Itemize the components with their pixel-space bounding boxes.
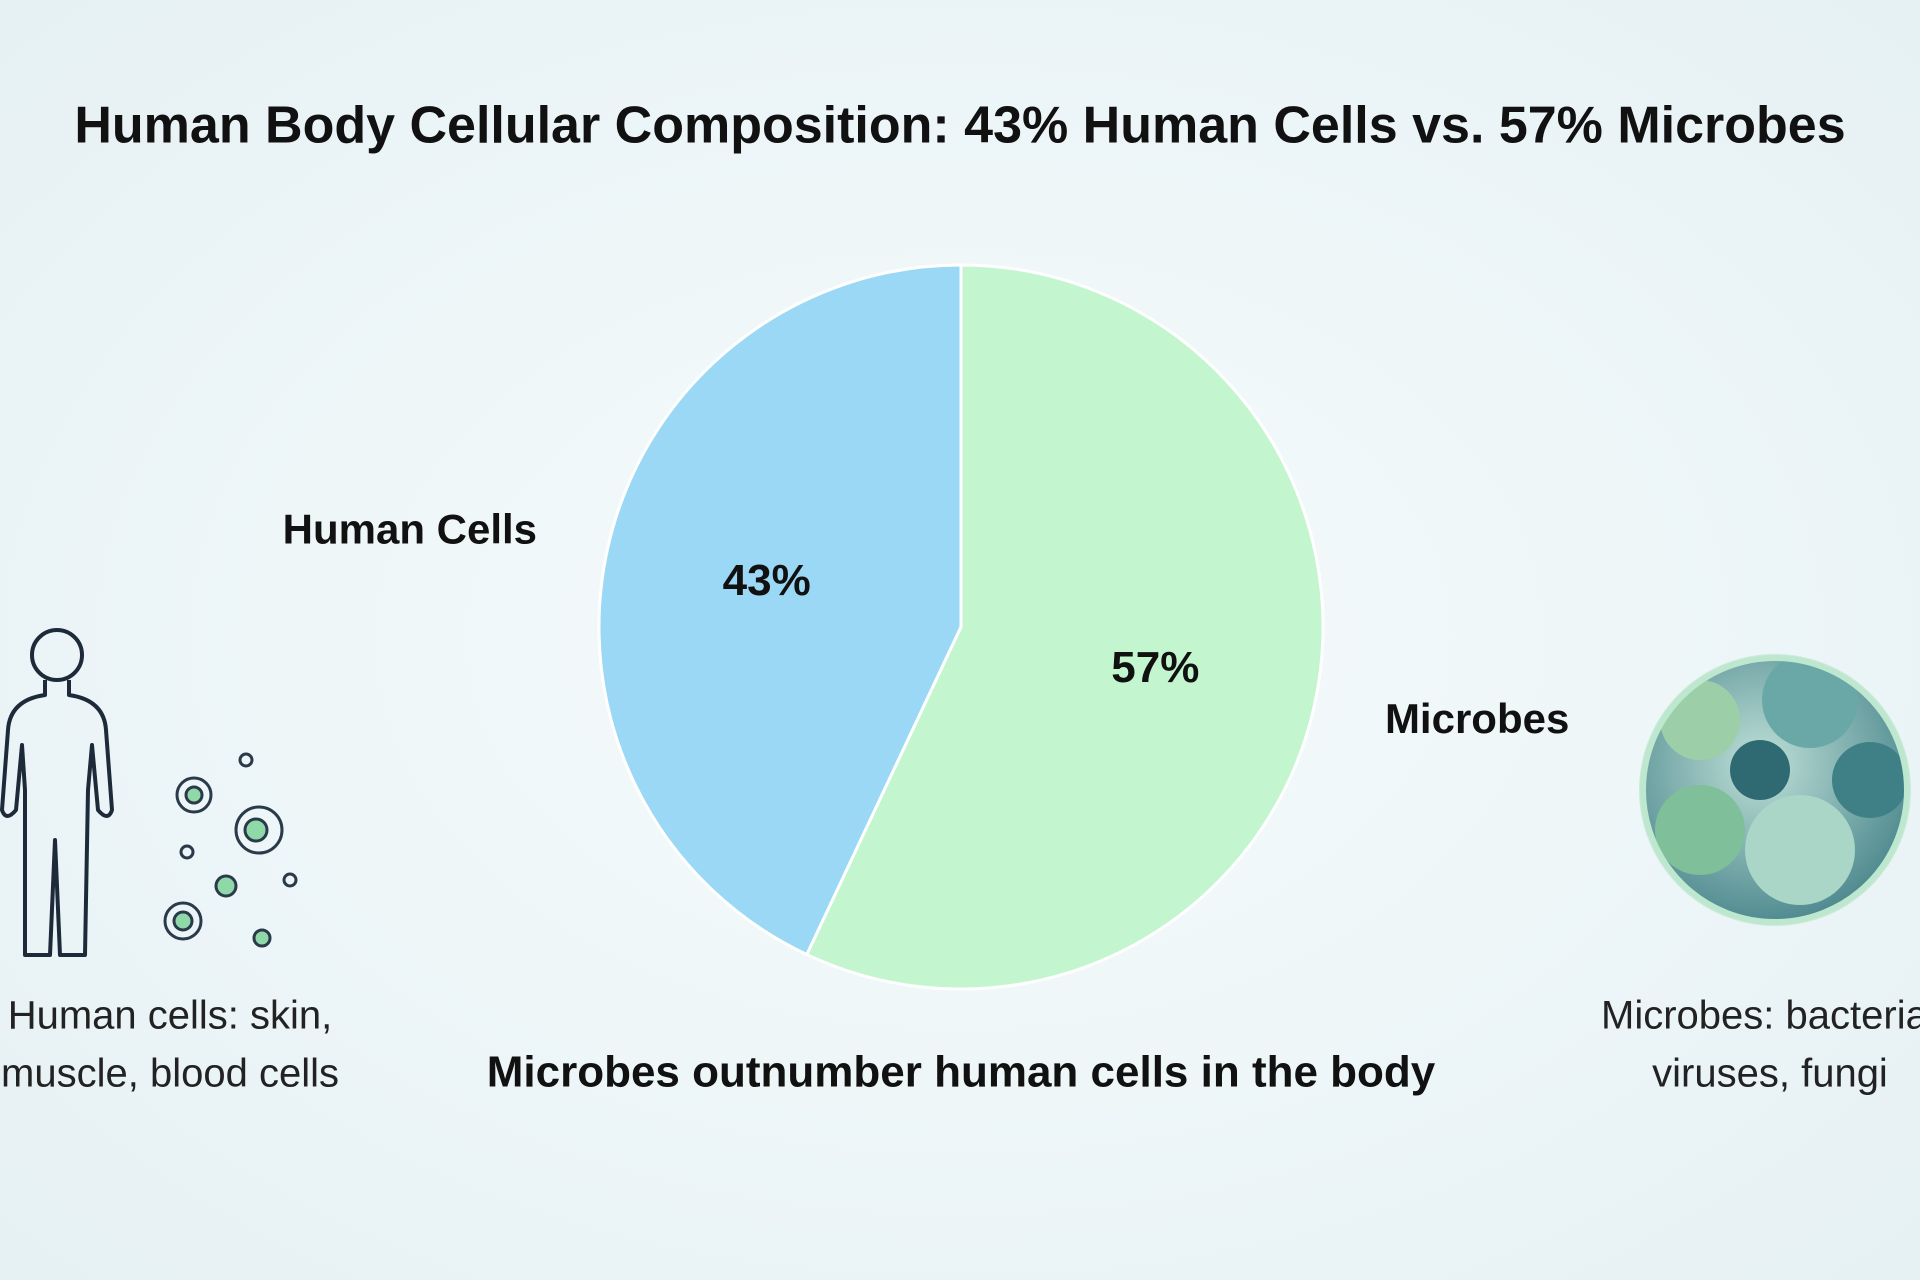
caption: Human cells: skin, <box>8 994 333 1038</box>
value-label: 43% <box>723 556 811 605</box>
annotation: Microbes outnumber human cells in the bo… <box>487 1048 1436 1097</box>
human-icon <box>0 628 298 957</box>
chart-title: Human Body Cellular Composition: 43% Hum… <box>74 97 1845 155</box>
value-label: 57% <box>1111 643 1199 692</box>
microbes-image <box>1639 654 1911 926</box>
category-label: Microbes <box>1385 695 1569 742</box>
caption: muscle, blood cells <box>1 1052 339 1096</box>
caption: viruses, fungi <box>1652 1052 1888 1096</box>
pie-slice <box>804 263 1325 991</box>
pie-slice <box>597 263 963 957</box>
category-label: Human Cells <box>283 505 537 552</box>
caption: Microbes: bacteria, <box>1601 994 1920 1038</box>
